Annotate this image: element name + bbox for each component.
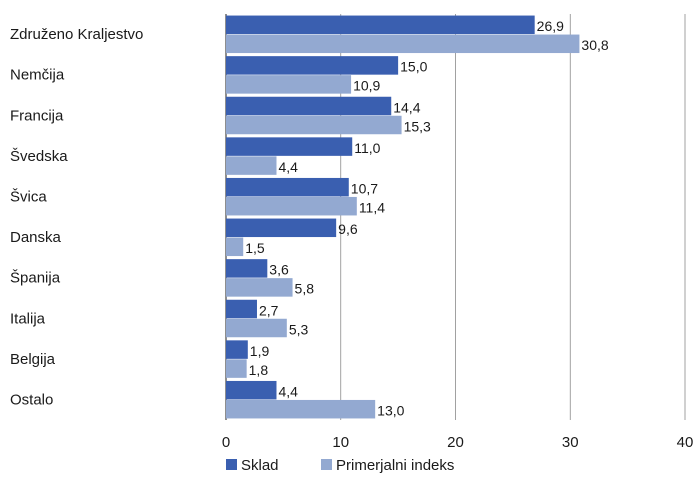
bar-primerjalni-indeks-svica [226,196,357,216]
x-axis-ticks: 0 10 20 30 40 [222,434,694,451]
bar-primerjalni-indeks-italija [226,318,287,338]
bar-primerjalni-indeks-danska [226,237,244,257]
bar-primerjalni-indeks-spanija [226,278,293,297]
bar-sklad-belgija [226,340,248,359]
category-label-ostalo: Ostalo [10,391,53,408]
legend-swatch-sklad [226,459,237,470]
value-label-sklad-svica: 10,7 [351,180,378,196]
category-label-italija: Italija [10,310,46,327]
category-label-nemcija: Nemčija [10,67,65,84]
x-tick-label-3: 30 [562,434,579,451]
x-tick-label-1: 10 [332,434,349,451]
legend: Sklad Primerjalni indeks [226,457,454,474]
bar-primerjalni-indeks-svedska [226,156,277,175]
bar-sklad-italija [226,299,257,319]
bar-sklad-danska [226,218,337,238]
value-label-primerjalni-indeks-svedska: 4,4 [278,159,298,175]
gridlines [225,14,686,420]
category-label-zdruzeno-kraljestvo: Združeno Kraljestvo [10,26,143,43]
value-label-sklad-danska: 9,6 [338,221,358,237]
bar-sklad-francija [226,96,392,116]
bars [226,15,580,419]
bar-primerjalni-indeks-ostalo [226,399,376,419]
bar-primerjalni-indeks-zdruzeno-kraljestvo [226,34,580,54]
bar-primerjalni-indeks-belgija [226,359,247,378]
value-label-primerjalni-indeks-danska: 1,5 [245,240,265,256]
category-label-francija: Francija [10,107,64,124]
bar-sklad-zdruzeno-kraljestvo [226,15,535,35]
value-label-sklad-zdruzeno-kraljestvo: 26,9 [537,18,564,34]
value-label-sklad-italija: 2,7 [259,302,279,318]
legend-label-sklad: Sklad [241,457,279,474]
category-label-danska: Danska [10,229,62,246]
category-label-spanija: Španija [10,270,61,287]
bar-sklad-spanija [226,259,268,278]
value-label-sklad-belgija: 1,9 [250,343,270,359]
value-label-sklad-nemcija: 15,0 [400,59,427,75]
category-label-svedska: Švedska [10,148,68,165]
legend-swatch-primerjalni-indeks [321,459,332,470]
value-label-primerjalni-indeks-nemcija: 10,9 [353,78,380,94]
bar-sklad-svica [226,177,349,197]
value-label-primerjalni-indeks-ostalo: 13,0 [377,402,404,418]
value-label-primerjalni-indeks-zdruzeno-kraljestvo: 30,8 [581,37,608,53]
value-label-sklad-ostalo: 4,4 [278,383,298,399]
value-label-primerjalni-indeks-svica: 11,4 [359,199,385,215]
x-tick-label-4: 40 [677,434,694,451]
value-label-primerjalni-indeks-spanija: 5,8 [295,281,315,297]
value-label-sklad-svedska: 11,0 [354,140,380,156]
bar-primerjalni-indeks-francija [226,115,402,135]
bar-sklad-svedska [226,137,353,156]
x-tick-label-2: 20 [447,434,464,451]
bar-sklad-nemcija [226,56,399,75]
value-label-primerjalni-indeks-italija: 5,3 [289,321,309,337]
bar-sklad-ostalo [226,380,277,400]
value-label-sklad-francija: 14,4 [393,99,420,115]
bar-primerjalni-indeks-nemcija [226,75,352,94]
value-label-sklad-spanija: 3,6 [269,262,289,278]
x-tick-label-0: 0 [222,434,230,451]
legend-label-primerjalni-indeks: Primerjalni indeks [336,457,454,474]
value-label-primerjalni-indeks-francija: 15,3 [404,118,431,134]
category-labels: Združeno Kraljestvo Nemčija Francija Švedsk… [10,26,143,408]
category-label-belgija: Belgija [10,351,56,368]
value-labels: 26,9 30,8 15,0 10,9 14,4 15,3 11,0 4,4 10,7 11,49… [245,18,609,418]
category-label-svica: Švica [10,188,47,205]
value-label-primerjalni-indeks-belgija: 1,8 [249,362,269,378]
